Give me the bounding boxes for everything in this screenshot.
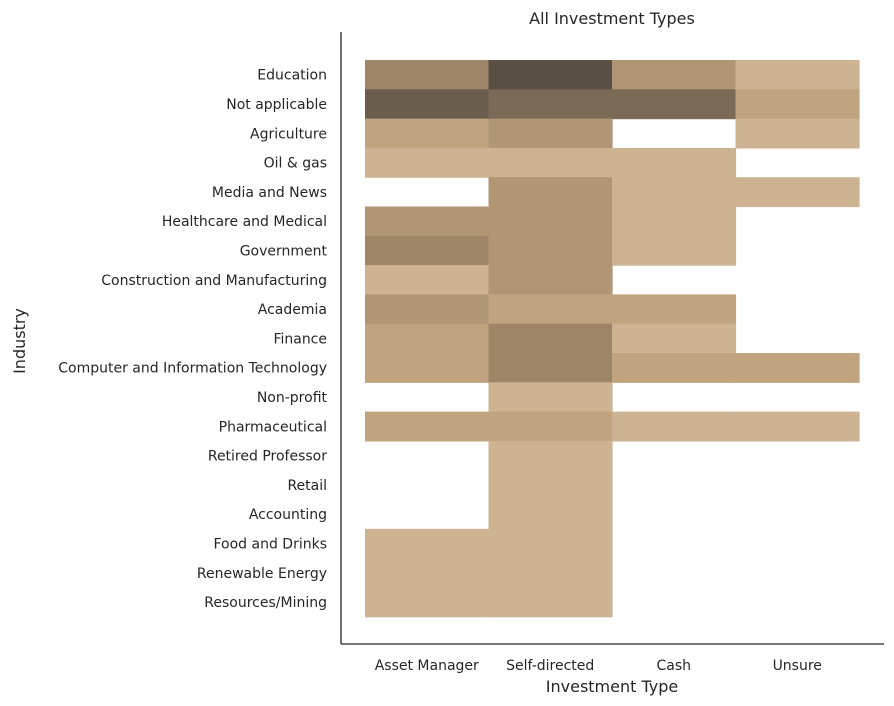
heatmap-cell-academia-asset-manager (365, 294, 490, 325)
heatmap-cell-finance-cash (612, 323, 737, 354)
y-tick-label: Construction and Manufacturing (101, 273, 327, 289)
heatmap-cell-academia-self-directed (488, 294, 613, 325)
y-tick-label: Agriculture (250, 126, 327, 142)
heatmap-cell-food-and-drinks-self-directed (488, 528, 613, 559)
heatmap-cell-government-self-directed (488, 235, 613, 266)
y-tick-label: Pharmaceutical (219, 419, 327, 435)
y-tick-label: Renewable Energy (197, 566, 327, 582)
heatmap-cell-media-and-news-self-directed (488, 177, 613, 208)
heatmap-cell-construction-and-manufacturing-asset-manager (365, 265, 490, 295)
heatmap-cell-pharmaceutical-unsure (735, 411, 860, 442)
y-axis-label: Industry (10, 308, 29, 374)
heatmap-cell-finance-self-directed (488, 323, 613, 354)
heatmap-cell-academia-cash (612, 294, 737, 325)
y-tick-label: Retired Professor (208, 449, 327, 465)
heatmap-cell-computer-and-information-technology-unsure (735, 353, 860, 383)
x-tick-label: Cash (656, 658, 691, 674)
heatmap-cell-healthcare-and-medical-cash (612, 206, 737, 237)
heatmap-cell-education-unsure (735, 60, 860, 90)
heatmap-cell-not-applicable-cash (612, 89, 737, 120)
heatmap-cell-non-profit-self-directed (488, 382, 613, 413)
heatmap-cell-not-applicable-self-directed (488, 89, 613, 120)
y-tick-labels: Education Not applicable Agriculture Oil & … (58, 68, 327, 611)
x-axis-label: Investment Type (546, 677, 678, 696)
y-tick-label: Education (257, 68, 327, 84)
heatmap-cells (365, 60, 860, 618)
y-tick-label: Computer and Information Technology (58, 361, 327, 377)
heatmap-cell-pharmaceutical-asset-manager (365, 411, 490, 442)
heatmap-cell-finance-asset-manager (365, 323, 490, 354)
heatmap-cell-resources-mining-self-directed (488, 587, 613, 618)
heatmap-cell-healthcare-and-medical-self-directed (488, 206, 613, 237)
heatmap-cell-not-applicable-asset-manager (365, 89, 490, 120)
heatmap-cell-agriculture-asset-manager (365, 118, 490, 149)
heatmap-cell-education-asset-manager (365, 60, 490, 90)
heatmap-cell-renewable-energy-asset-manager (365, 558, 490, 588)
heatmap-cell-resources-mining-asset-manager (365, 587, 490, 618)
heatmap-cell-accounting-self-directed (488, 499, 613, 530)
heatmap-cell-government-cash (612, 235, 737, 266)
chart-title: All Investment Types (529, 9, 695, 28)
heatmap-cell-education-cash (612, 60, 737, 90)
y-tick-label: Oil & gas (264, 156, 327, 172)
heatmap-cell-agriculture-self-directed (488, 118, 613, 149)
heatmap-cell-government-asset-manager (365, 235, 490, 266)
heatmap-cell-oil-gas-self-directed (488, 147, 613, 178)
heatmap-cell-food-and-drinks-asset-manager (365, 528, 490, 559)
y-tick-label: Academia (258, 302, 327, 318)
heatmap-cell-not-applicable-unsure (735, 89, 860, 120)
heatmap-cell-healthcare-and-medical-asset-manager (365, 206, 490, 237)
heatmap-cell-computer-and-information-technology-asset-manager (365, 353, 490, 383)
y-tick-label: Media and News (212, 185, 327, 201)
heatmap-cell-construction-and-manufacturing-self-directed (488, 265, 613, 295)
x-tick-labels: Asset Manager Self-directed Cash Unsure (375, 658, 822, 674)
heatmap-cell-oil-gas-asset-manager (365, 147, 490, 178)
heatmap-cell-computer-and-information-technology-cash (612, 353, 737, 383)
y-tick-label: Resources/Mining (204, 595, 327, 611)
y-tick-label: Not applicable (226, 97, 327, 113)
x-tick-label: Asset Manager (375, 658, 479, 674)
y-tick-label: Retail (287, 478, 327, 494)
y-tick-label: Non-profit (257, 390, 328, 406)
y-tick-label: Government (240, 243, 328, 259)
y-tick-label: Accounting (249, 507, 327, 523)
heatmap-cell-pharmaceutical-self-directed (488, 411, 613, 442)
heatmap-cell-media-and-news-unsure (735, 177, 860, 208)
y-tick-label: Finance (273, 331, 327, 347)
heatmap-cell-pharmaceutical-cash (612, 411, 737, 442)
y-tick-label: Food and Drinks (213, 536, 327, 552)
heatmap-cell-agriculture-unsure (735, 118, 860, 149)
y-tick-label: Healthcare and Medical (162, 214, 327, 230)
heatmap-cell-oil-gas-cash (612, 147, 737, 178)
heatmap-cell-retail-self-directed (488, 470, 613, 501)
x-tick-label: Unsure (773, 658, 822, 674)
heatmap-cell-retired-professor-self-directed (488, 440, 613, 471)
heatmap-cell-education-self-directed (488, 60, 613, 90)
x-tick-label: Self-directed (506, 658, 594, 674)
heatmap-cell-media-and-news-cash (612, 177, 737, 208)
heatmap-cell-computer-and-information-technology-self-directed (488, 353, 613, 383)
heatmap-cell-renewable-energy-self-directed (488, 558, 613, 588)
